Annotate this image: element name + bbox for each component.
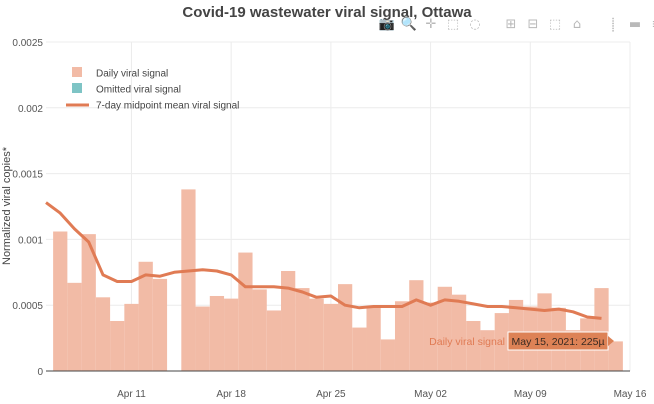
bar-daily-viral-signal[interactable] — [281, 270, 296, 371]
hover-tooltip-text: May 15, 2021: 225µ — [511, 336, 604, 348]
bar-daily-viral-signal[interactable] — [352, 327, 367, 371]
autoscale-icon[interactable]: ⬚ — [548, 16, 562, 32]
bar-daily-viral-signal[interactable] — [494, 313, 509, 371]
y-tick-label: 0.0015 — [12, 170, 43, 181]
y-tick-label: 0.0025 — [12, 38, 43, 49]
bar-daily-viral-signal[interactable] — [394, 301, 410, 371]
pan-icon[interactable]: ✛ — [425, 16, 437, 32]
bar-daily-viral-signal[interactable] — [409, 280, 424, 371]
series-line-7-day-mean[interactable] — [45, 201, 602, 320]
bar-daily-viral-signal[interactable] — [53, 231, 68, 371]
bar-daily-viral-signal[interactable] — [67, 282, 82, 371]
bar-daily-viral-signal[interactable] — [366, 307, 381, 371]
hover-closest-icon[interactable]: ▬ — [628, 16, 642, 32]
x-tick-label: Apr 25 — [316, 389, 346, 400]
legend-swatch-1[interactable] — [72, 83, 82, 93]
bar-daily-viral-signal[interactable] — [295, 288, 310, 371]
bar-daily-viral-signal[interactable] — [238, 252, 253, 371]
y-tick-label: 0.0005 — [12, 301, 43, 312]
bar-daily-viral-signal[interactable] — [480, 330, 495, 371]
bar-daily-viral-signal[interactable] — [124, 303, 139, 371]
bar-daily-viral-signal[interactable] — [110, 320, 125, 371]
bar-daily-viral-signal[interactable] — [309, 298, 324, 371]
bar-daily-viral-signal[interactable] — [152, 278, 168, 371]
hover-series-label: Daily viral signal — [429, 336, 505, 348]
camera-icon[interactable]: 📷 — [378, 16, 396, 32]
legend-label-0[interactable]: Daily viral signal — [96, 69, 168, 80]
box-select-icon[interactable]: ⬚ — [446, 16, 460, 32]
y-tick-label: 0.001 — [18, 235, 43, 246]
zoom-icon[interactable]: 🔍 — [400, 16, 418, 32]
x-tick-label: May 16 — [614, 389, 647, 400]
y-tick-label: 0 — [37, 367, 43, 378]
legend-swatch-0[interactable] — [72, 67, 82, 77]
hover-tooltip-arrow — [608, 336, 614, 346]
bar-daily-viral-signal[interactable] — [423, 302, 438, 371]
reset-axes-icon[interactable]: ⌂ — [572, 16, 582, 32]
x-tick-label: Apr 11 — [117, 389, 146, 400]
bar-daily-viral-signal[interactable] — [224, 298, 239, 371]
bar-daily-viral-signal[interactable] — [81, 234, 96, 371]
bar-daily-viral-signal[interactable] — [266, 310, 282, 371]
bar-daily-viral-signal[interactable] — [138, 261, 153, 371]
bar-daily-viral-signal[interactable] — [195, 306, 210, 371]
x-tick-label: May 02 — [414, 389, 447, 400]
bar-daily-viral-signal[interactable] — [608, 341, 623, 371]
lasso-select-icon[interactable]: ◌ — [469, 16, 481, 32]
bar-daily-viral-signal[interactable] — [95, 297, 111, 371]
y-axis-label: Normalized viral copies* — [1, 146, 13, 265]
bar-daily-viral-signal[interactable] — [323, 303, 338, 371]
legend-label-1[interactable]: Omitted viral signal — [96, 85, 181, 96]
bar-daily-viral-signal[interactable] — [252, 289, 267, 371]
bar-daily-viral-signal[interactable] — [338, 284, 353, 371]
bar-daily-viral-signal[interactable] — [466, 320, 481, 371]
zoom-out-icon[interactable]: ⊟ — [527, 16, 539, 32]
modebar: 📷🔍✛⬚◌⊞⊟⬚⌂⸽▬≡▐ — [377, 14, 654, 34]
y-tick-label: 0.002 — [18, 104, 43, 115]
x-tick-label: May 09 — [514, 389, 547, 400]
x-tick-label: Apr 18 — [216, 389, 246, 400]
legend-label-2[interactable]: 7-day midpoint mean viral signal — [96, 101, 239, 112]
bar-daily-viral-signal[interactable] — [181, 189, 196, 371]
spike-lines-icon[interactable]: ⸽ — [611, 18, 615, 33]
bar-daily-viral-signal[interactable] — [437, 286, 452, 371]
bar-daily-viral-signal[interactable] — [380, 339, 395, 371]
hover-compare-icon[interactable]: ≡ — [647, 14, 654, 34]
chart-title: Covid-19 wastewater viral signal, Ottawa — [182, 4, 472, 21]
bar-daily-viral-signal[interactable] — [594, 288, 609, 371]
zoom-in-icon[interactable]: ⊞ — [505, 16, 517, 32]
bar-daily-viral-signal[interactable] — [451, 294, 467, 371]
bar-daily-viral-signal[interactable] — [209, 295, 225, 371]
